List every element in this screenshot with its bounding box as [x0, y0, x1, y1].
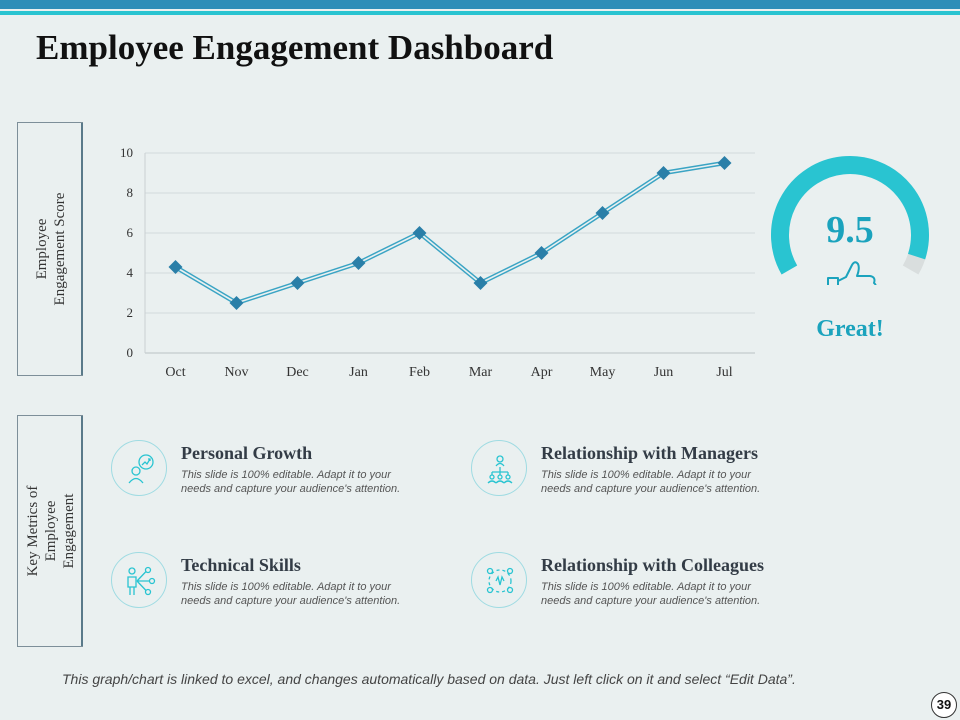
top-accent-bar [0, 0, 960, 9]
metrics-panel-label-line: Key Metrics of [24, 485, 41, 577]
x-tick-label: Dec [286, 365, 309, 380]
x-tick-label: May [590, 365, 616, 380]
managers-icon [487, 455, 513, 484]
series-line-highlight [175, 162, 725, 304]
data-point [473, 276, 488, 290]
panel-divider [81, 416, 83, 646]
gauge-label: Great! [816, 316, 884, 342]
metric-description: This slide is 100% editable. Adapt it to… [181, 581, 401, 607]
page-title: Employee Engagement Dashboard [36, 28, 554, 67]
score-panel-label-line: Engagement Score [51, 192, 68, 306]
metrics-panel-label-line: Engagement [60, 493, 77, 569]
footer-note: This graph/chart is linked to excel, and… [62, 671, 796, 687]
icon-circle [471, 440, 527, 496]
colleagues-icon [486, 567, 514, 594]
score-panel-label-box: Employee Engagement Score [17, 122, 83, 376]
thumbs-up-icon [827, 261, 877, 285]
data-point [351, 256, 366, 270]
gauge-value: 9.5 [826, 209, 874, 251]
data-point [595, 206, 610, 220]
score-gauge: 9.5 [771, 156, 929, 285]
personal-growth-icon [128, 454, 154, 484]
gauge-fill [771, 156, 929, 275]
metric-description: This slide is 100% editable. Adapt it to… [541, 469, 761, 495]
y-tick-label: 10 [120, 145, 133, 160]
metric-description: This slide is 100% editable. Adapt it to… [541, 581, 761, 607]
x-tick-label: Jan [349, 365, 368, 380]
technical-skills-icon [127, 566, 156, 596]
icon-circle [111, 552, 167, 608]
engagement-line-chart[interactable]: 0 2 4 6 8 10 Oct Nov Dec Jan Feb Mar Apr May Jun Jul [100, 135, 770, 390]
y-tick-label: 4 [127, 265, 134, 280]
x-tick-label: Oct [165, 365, 185, 380]
x-tick-label: Nov [224, 365, 248, 380]
page-number: 39 [931, 692, 957, 718]
metric-title: Personal Growth [181, 443, 313, 463]
metric-title: Relationship with Colleagues [541, 555, 765, 575]
metric-title: Relationship with Managers [541, 443, 759, 463]
metrics-panel-label: Key Metrics of Employee Engagement [24, 486, 78, 577]
data-point [229, 296, 244, 310]
x-tick-label: Feb [409, 365, 430, 380]
x-tick-label: Mar [469, 365, 493, 380]
metrics-panel-label-line: Employee [42, 500, 59, 562]
y-tick-label: 8 [127, 185, 134, 200]
score-panel-label: Employee Engagement Score [33, 193, 69, 306]
score-panel-label-line: Employee [33, 218, 50, 280]
panel-divider [81, 123, 83, 375]
icon-circle [471, 552, 527, 608]
top-accent-stripe [0, 11, 960, 15]
x-tick-label: Apr [531, 365, 553, 380]
metrics-panel-label-box: Key Metrics of Employee Engagement [17, 415, 83, 647]
metric-description: This slide is 100% editable. Adapt it to… [181, 469, 401, 495]
x-tick-label: Jun [654, 365, 673, 380]
metric-title: Technical Skills [181, 555, 301, 575]
data-point [534, 246, 549, 260]
y-tick-label: 0 [127, 345, 134, 360]
data-point [656, 166, 671, 180]
data-point [290, 276, 305, 290]
icon-circle [111, 440, 167, 496]
x-tick-label: Jul [716, 365, 732, 380]
data-point [717, 156, 732, 170]
data-point [412, 226, 427, 240]
y-tick-label: 6 [127, 225, 134, 240]
y-tick-label: 2 [127, 305, 134, 320]
data-point [168, 260, 183, 274]
